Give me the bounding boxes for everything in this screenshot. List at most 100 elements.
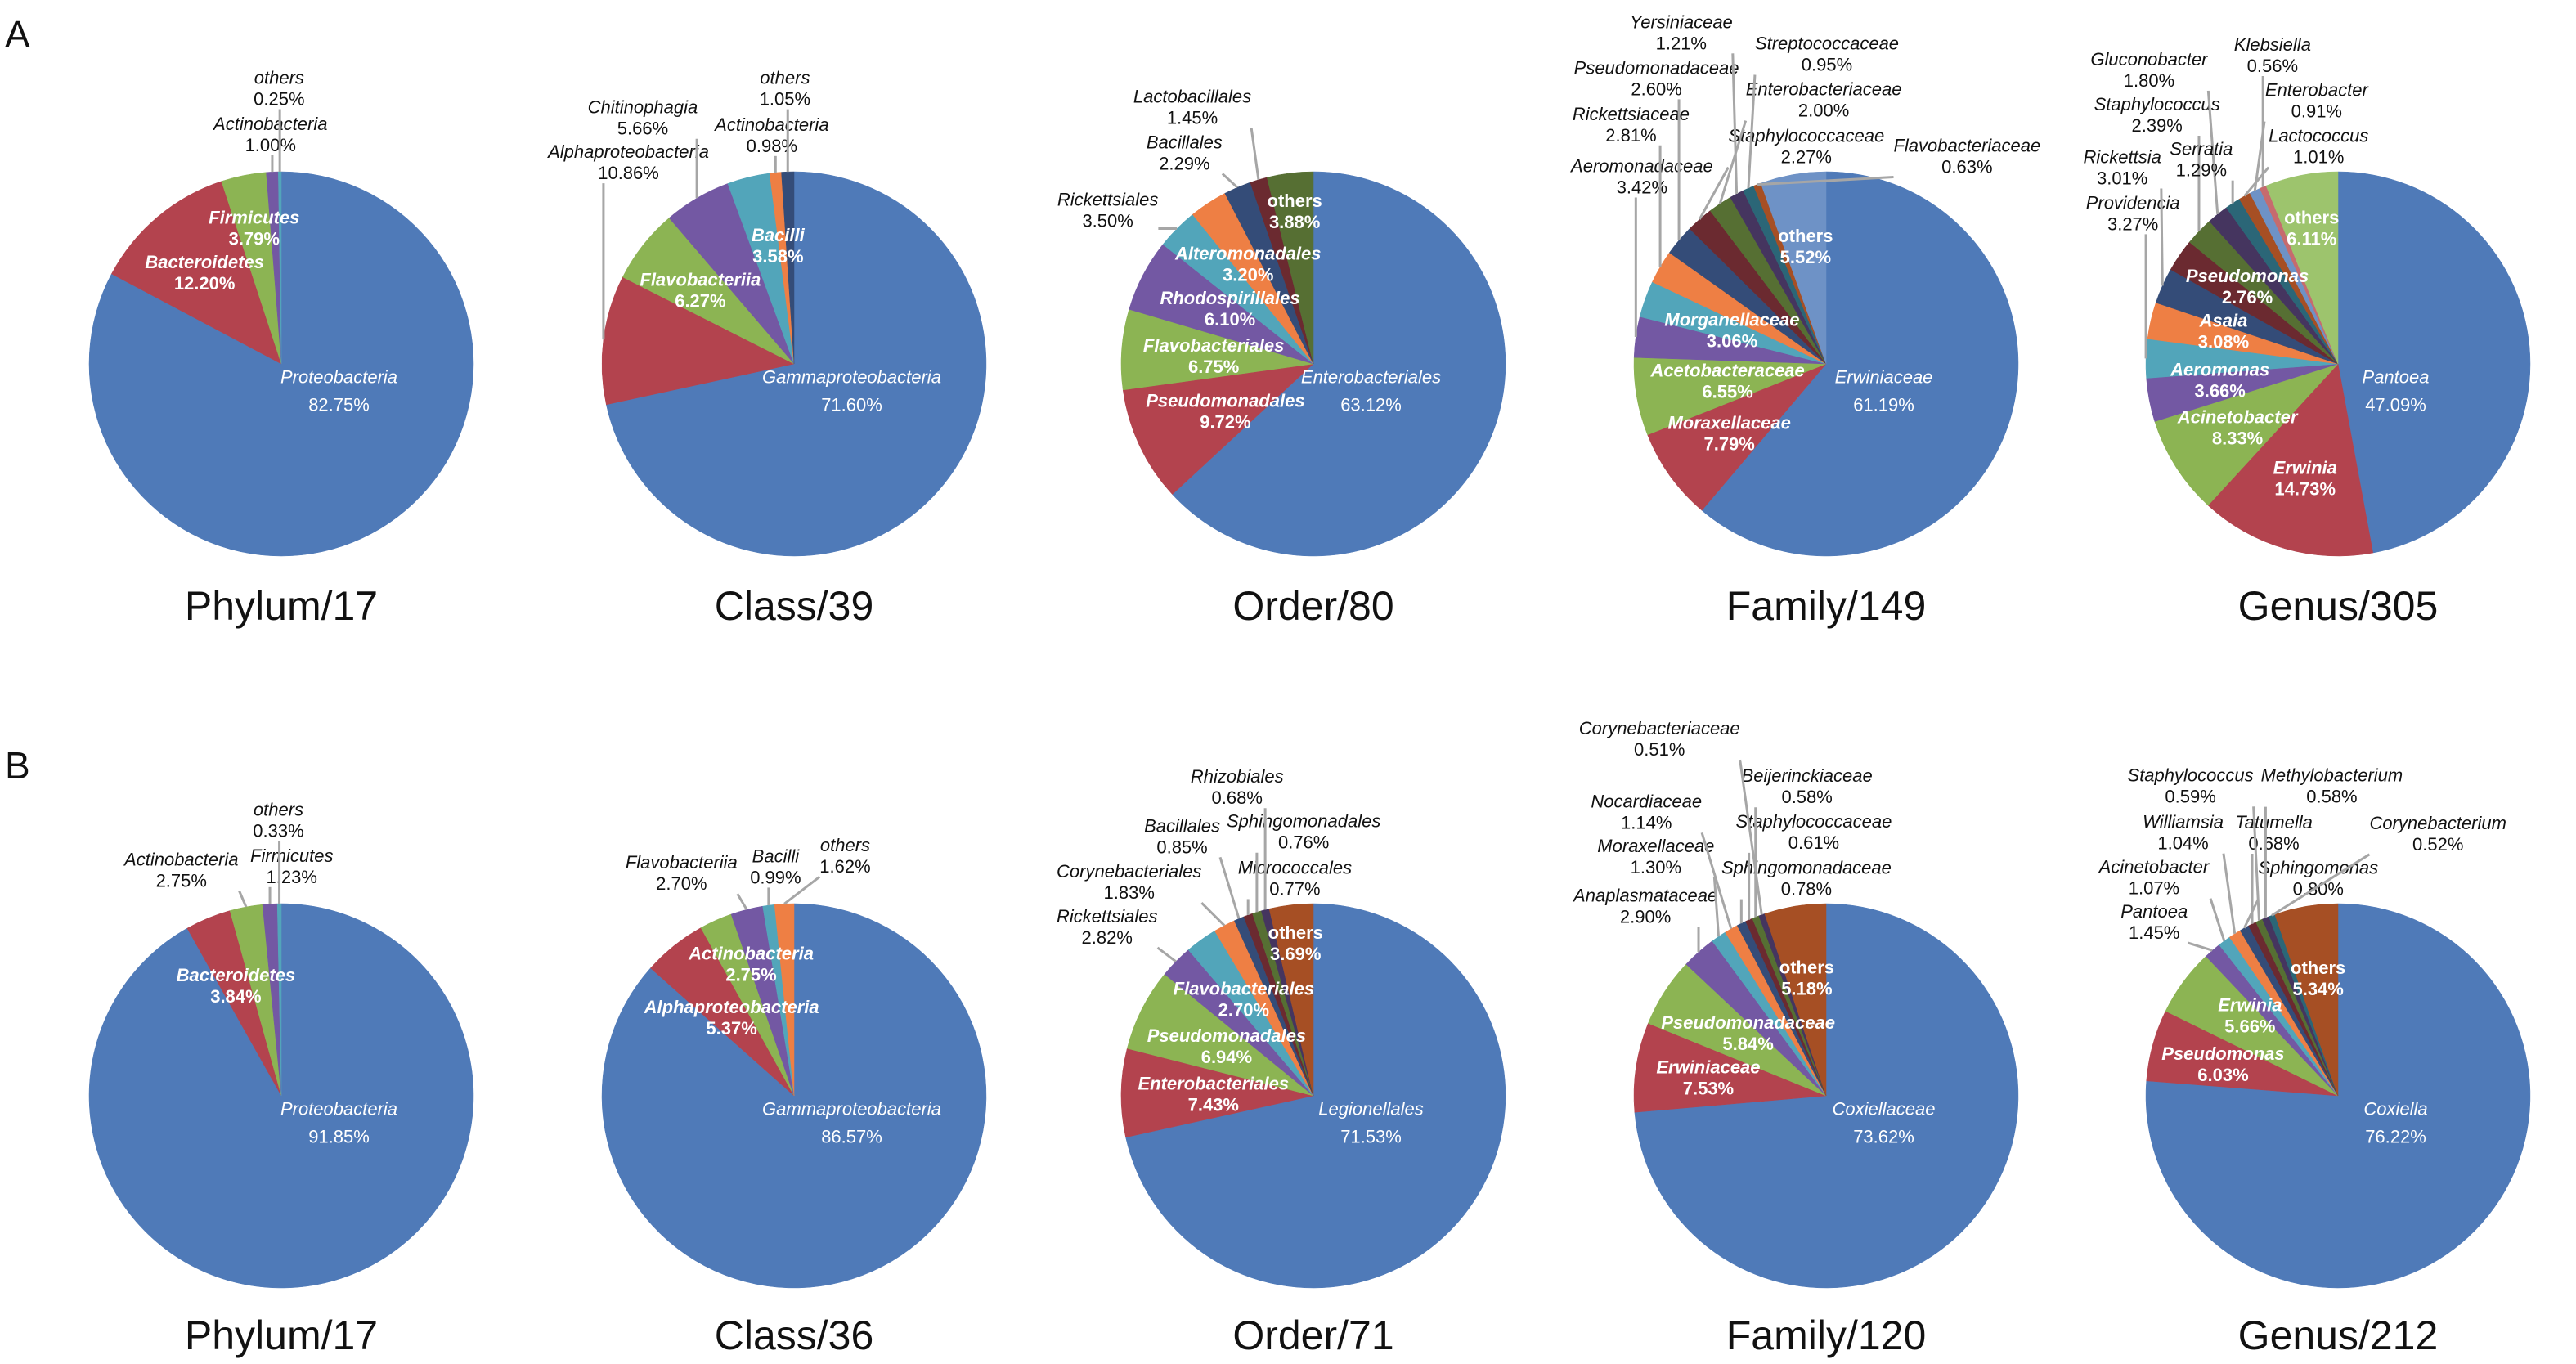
pie-slice [1647,363,1827,511]
slice-value-label: 86.57% [821,1127,882,1147]
slice-label: Bacilli [752,846,801,866]
slice-label: Staphylococcus [2128,765,2254,785]
slice-value-label: 5.37% [706,1018,756,1039]
slice-label: Micrococcales [1238,857,1352,877]
slice-label: Rickettsia [2083,146,2161,167]
slice-value-label: 0.63% [1941,157,1992,177]
slice-value-label: 0.95% [1802,55,1852,75]
slice-value-label: 91.85% [308,1127,370,1147]
slice-value-label: 0.68% [1212,787,1263,808]
slice-label: Tatumella [2235,812,2313,832]
slice-value-label: 3.06% [1707,330,1757,351]
leader-line [1731,53,1739,195]
slice-value-label: 1.23% [267,867,317,887]
slice-label: Erwiniaceae [1656,1057,1760,1078]
chart-title: Class/39 [715,583,874,629]
slice-label: Lactobacillales [1133,87,1251,107]
chart-title: Phylum/17 [185,1312,378,1358]
slice-value-label: 0.52% [2412,834,2463,855]
slice-label: others [1268,922,1323,943]
leader-line [2209,898,2226,942]
slice-label: Serratia [2170,139,2233,159]
slice-value-label: 6.75% [1188,357,1239,377]
slice-value-label: 2.81% [1605,125,1656,146]
slice-value-label: 0.77% [1269,878,1320,899]
slice-value-label: 8.33% [2212,428,2263,449]
pie-chart-class-b: Gammaproteobacteria 86.57% Alphaproteobact… [601,835,987,1289]
slice-value-label: 2.75% [725,965,776,985]
slice-value-label: 2.60% [1631,79,1681,99]
slice-value-label: 2.70% [656,873,707,894]
slice-value-label: 1.80% [2124,70,2174,91]
slice-label: Pseudomonadales [1146,390,1304,411]
slice-value-label: 5.52% [1780,247,1831,267]
slice-label: Nocardiaceae [1591,791,1702,811]
slice-value-label: 1.29% [2176,160,2227,181]
pie-slice [1634,903,2019,1289]
pie-chart-order-b: Legionellales 71.53% Enterobacteriales7.43… [1057,766,1506,1289]
slice-label: others [2284,207,2339,227]
slice-value-label: 5.34% [2292,979,2343,999]
slice-label: Legionellales [1318,1099,1423,1119]
slice-value-label: 3.27% [2107,213,2158,234]
slice-label: Corynebacteriaceae [1579,718,1740,738]
slice-label: others [1268,191,1322,211]
slice-label: others [760,68,810,88]
slice-label: Staphylococcus [2094,94,2220,114]
slice-label: Erwinia [2218,994,2282,1015]
slice-value-label: 0.58% [1781,787,1832,807]
slice-label: Morganellaceae [1664,309,1799,330]
slice-label: Flavobacteriia [640,270,761,290]
slice-value-label: 5.84% [1722,1034,1773,1054]
pie-slice [1701,171,2019,557]
pie-slice [2207,363,2374,557]
slice-value-label: 1.04% [2157,833,2208,854]
slice-value-label: 7.53% [1683,1079,1734,1099]
slice-value-label: 12.20% [174,273,236,294]
leader-line [736,893,748,911]
slice-value-label: 1.05% [760,89,810,110]
chart-title: Family/149 [1726,583,1927,629]
slice-label: Acinetobacter [2177,407,2299,428]
slice-label: Staphylococcaceae [1736,811,1892,832]
slice-value-label: 0.98% [747,136,797,156]
slice-label: Flavobacteriales [1143,335,1284,356]
slice-value-label: 76.22% [2365,1127,2426,1147]
slice-value-label: 1.45% [1167,108,1218,128]
leader-line [2187,941,2213,952]
slice-value-label: 3.58% [752,246,803,267]
slice-label: Bacillales [1144,815,1220,836]
slice-label: Sphingomonadales [1227,811,1380,832]
slice-value-label: 3.84% [210,986,261,1007]
pie-slice [1764,903,1827,1097]
slice-value-label: 5.66% [2224,1016,2275,1036]
slice-value-label: 0.91% [2291,101,2342,122]
pie-slice [2265,171,2339,365]
slice-label: Anaplasmataceae [1572,885,1717,905]
slice-value-label: 3.01% [2097,168,2147,188]
slice-label: Rickettsiaceae [1573,104,1690,124]
leader-line [1700,832,1733,930]
slice-label: Bacteroidetes [177,965,296,985]
slice-value-label: 73.62% [1853,1127,1914,1147]
slice-label: Chitinophagia [588,97,698,118]
slice-label: Pseudomonadales [1147,1025,1306,1046]
slice-value-label: 5.66% [617,119,668,139]
slice-label: Firmicutes [250,846,333,866]
slice-value-label: 0.58% [2306,787,2357,807]
slice-value-label: 1.01% [2293,147,2344,168]
slice-value-label: 6.10% [1205,309,1255,330]
leader-line [1250,128,1260,180]
slice-label: Aeromonas [2170,359,2269,379]
slice-value-label: 9.72% [1200,411,1250,432]
slice-value-label: 1.30% [1631,857,1681,877]
leader-line [2271,853,2371,917]
slice-value-label: 1.83% [1104,882,1155,903]
slice-label: Erwiniaceae [1835,367,1933,388]
pie-slice [1266,171,1314,365]
slice-value-label: 7.43% [1188,1095,1239,1115]
slice-label: Pseudomonas [2186,266,2309,286]
slice-value-label: 6.03% [2197,1065,2248,1085]
